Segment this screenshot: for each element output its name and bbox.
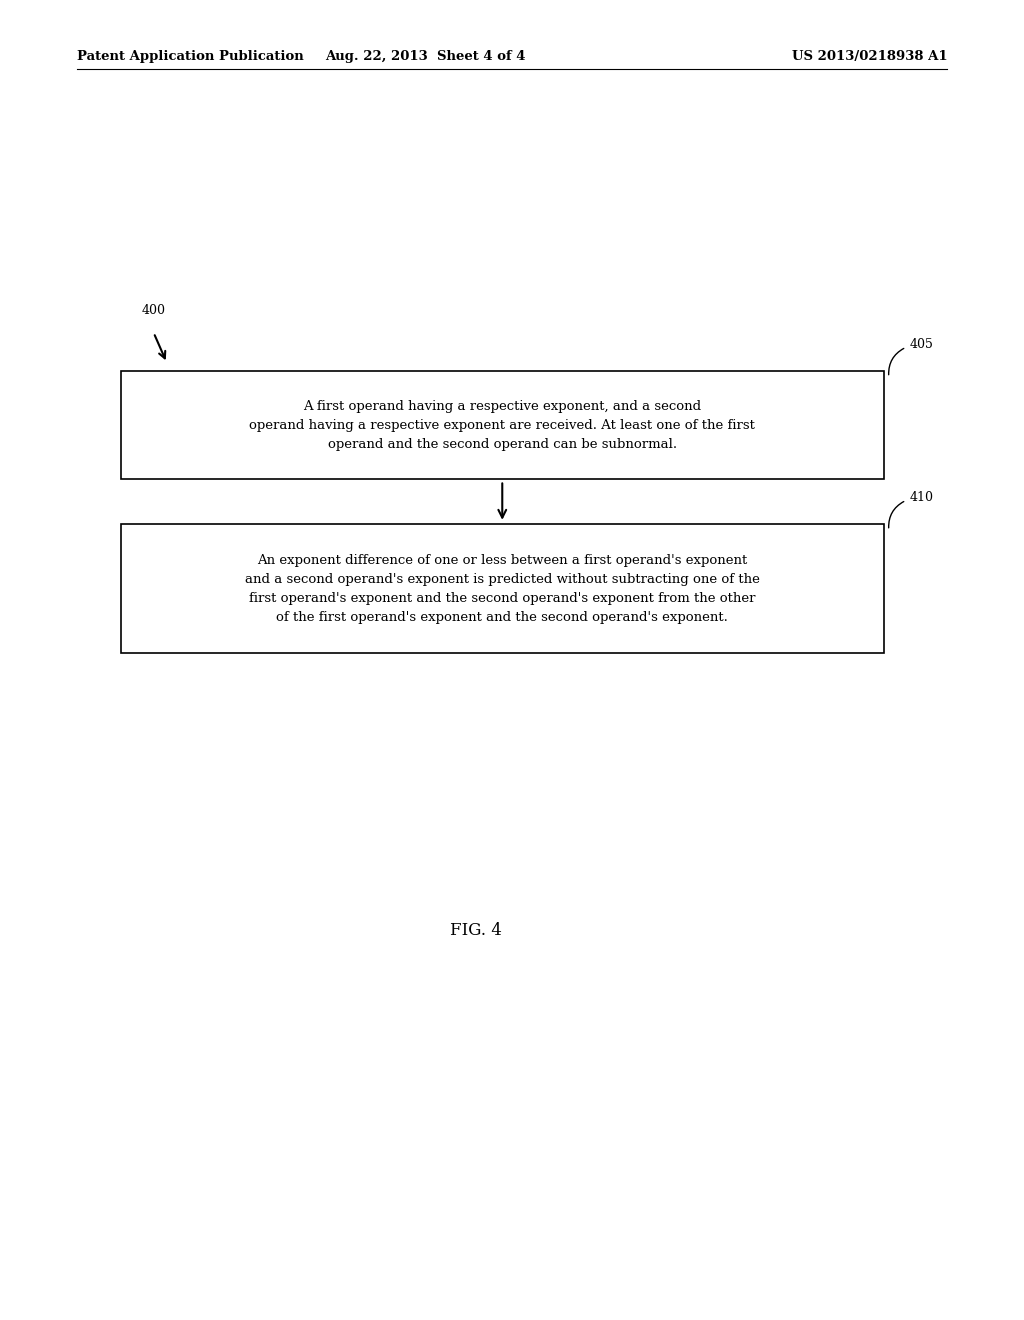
Text: 405: 405 — [909, 338, 933, 351]
Text: Aug. 22, 2013  Sheet 4 of 4: Aug. 22, 2013 Sheet 4 of 4 — [325, 50, 525, 63]
Bar — [121, 371, 884, 479]
Text: Patent Application Publication: Patent Application Publication — [77, 50, 303, 63]
Text: 410: 410 — [909, 491, 933, 504]
Bar — [121, 524, 884, 653]
Text: FIG. 4: FIG. 4 — [451, 923, 502, 939]
Text: An exponent difference of one or less between a first operand's exponent
and a s: An exponent difference of one or less be… — [245, 553, 760, 624]
Text: A first operand having a respective exponent, and a second
operand having a resp: A first operand having a respective expo… — [249, 400, 756, 450]
Text: US 2013/0218938 A1: US 2013/0218938 A1 — [792, 50, 947, 63]
Text: 400: 400 — [141, 304, 165, 317]
